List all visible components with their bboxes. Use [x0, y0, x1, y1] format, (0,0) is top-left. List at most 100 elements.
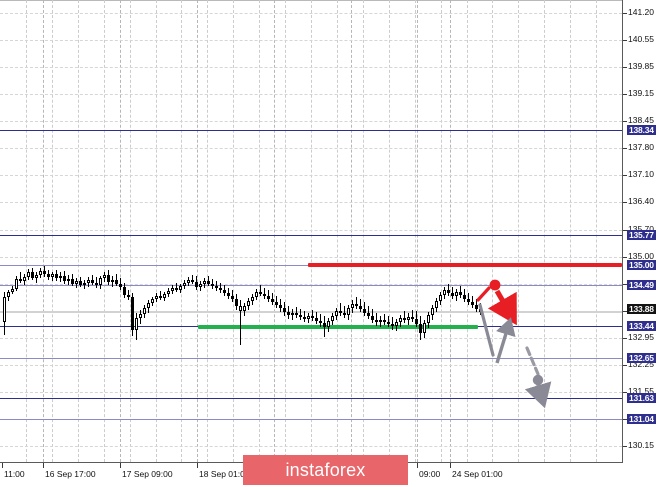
candle-body: [443, 290, 446, 295]
candle-wick: [312, 310, 313, 321]
candle-body: [287, 312, 290, 315]
chart-plot-area[interactable]: [0, 0, 622, 462]
instaforex-watermark: instaforex: [243, 455, 408, 485]
time-tick-label: 11:00: [4, 469, 25, 479]
candle-body: [419, 324, 422, 333]
candle-body: [407, 317, 410, 320]
price-tick-label: 130.15: [628, 440, 654, 450]
candle-wick: [384, 314, 385, 325]
plot-right-border: [622, 0, 623, 462]
candle-body: [51, 274, 54, 277]
vertical-gridline: [570, 0, 571, 462]
candle-body: [55, 274, 58, 278]
price-tick-mark: [623, 257, 627, 258]
candle-wick: [344, 306, 345, 318]
candle-body: [447, 290, 450, 293]
horizontal-gridline: [0, 67, 622, 68]
price-tick-mark: [623, 202, 627, 203]
candle-body: [183, 283, 186, 286]
candle-body: [135, 318, 138, 330]
vertical-gridline: [259, 0, 260, 462]
candle-body: [215, 286, 218, 288]
candle-body: [179, 286, 182, 290]
horizontal-gridline: [0, 392, 622, 393]
candle-body: [75, 281, 78, 284]
candle-body: [247, 301, 250, 306]
price-tick-mark: [623, 121, 627, 122]
horizontal-gridline: [0, 365, 622, 366]
horizontal-gridline: [0, 230, 622, 231]
candle-body: [347, 308, 350, 315]
vertical-gridline: [467, 0, 468, 462]
candle-body: [459, 292, 462, 295]
candle-body: [367, 313, 370, 316]
candle-body: [307, 316, 310, 319]
candle-body: [315, 318, 318, 321]
vertical-gridline: [544, 0, 545, 462]
candle-body: [451, 293, 454, 296]
time-tick-label: 09:00: [419, 469, 441, 479]
candle-wick: [376, 313, 377, 326]
vertical-gridline-major: [43, 0, 44, 462]
candle-body: [211, 284, 214, 286]
candle-body: [59, 276, 62, 278]
price-badge: 132.65: [627, 353, 656, 363]
candle-body: [83, 283, 86, 285]
candle-body: [251, 297, 254, 301]
candle-body: [379, 320, 382, 322]
price-tick-mark: [623, 175, 627, 176]
candle-wick: [192, 275, 193, 284]
candle-body: [299, 315, 302, 317]
candle-body: [291, 313, 294, 315]
price-tick-mark: [623, 311, 627, 312]
price-badge: 138.34: [627, 125, 656, 135]
time-tick-mark: [197, 463, 198, 468]
candle-body: [351, 304, 354, 308]
candle-body: [243, 306, 246, 311]
vertical-gridline: [130, 0, 131, 462]
candle-body: [91, 280, 94, 283]
vertical-gridline-major: [197, 0, 198, 462]
candle-body: [431, 308, 434, 315]
candle-wick: [96, 277, 97, 288]
candle-body: [371, 316, 374, 320]
candle-wick: [20, 272, 21, 283]
candle-wick: [392, 317, 393, 330]
vertical-gridline: [181, 0, 182, 462]
level-line-support: [0, 419, 622, 420]
candle-body: [359, 306, 362, 309]
support-zone: [198, 325, 478, 329]
candle-body: [23, 277, 26, 281]
candle-body: [231, 296, 234, 299]
candle-body: [267, 296, 270, 299]
candle-body: [163, 294, 166, 298]
vertical-gridline: [26, 0, 27, 462]
candle-body: [303, 317, 306, 319]
candle-wick: [356, 297, 357, 309]
price-tick-mark: [623, 230, 627, 231]
time-tick-mark: [450, 463, 451, 468]
candle-body: [159, 296, 162, 298]
candle-body: [19, 279, 22, 281]
price-tick-label: 131.55: [628, 386, 654, 396]
price-tick-label: 137.10: [628, 169, 654, 179]
price-tick-mark: [623, 40, 627, 41]
candle-body: [127, 295, 130, 297]
horizontal-gridline: [0, 446, 622, 447]
candle-body: [219, 288, 222, 290]
candle-body: [199, 284, 202, 287]
price-tick-label: 135.00: [628, 251, 654, 261]
vertical-gridline-major: [274, 0, 275, 462]
candle-body: [175, 288, 178, 290]
horizontal-gridline: [0, 284, 622, 285]
candle-body: [139, 314, 142, 318]
candle-body: [471, 302, 474, 305]
candle-body: [263, 294, 266, 296]
vertical-gridline: [596, 0, 597, 462]
candle-wick: [412, 310, 413, 322]
candle-body: [475, 305, 478, 309]
candle-body: [63, 276, 66, 281]
price-axis[interactable]: 141.20 140.55 139.85 139.15 138.45 137.80 137.…: [623, 0, 665, 462]
vertical-gridline: [415, 0, 416, 462]
horizontal-gridline: [0, 94, 622, 95]
